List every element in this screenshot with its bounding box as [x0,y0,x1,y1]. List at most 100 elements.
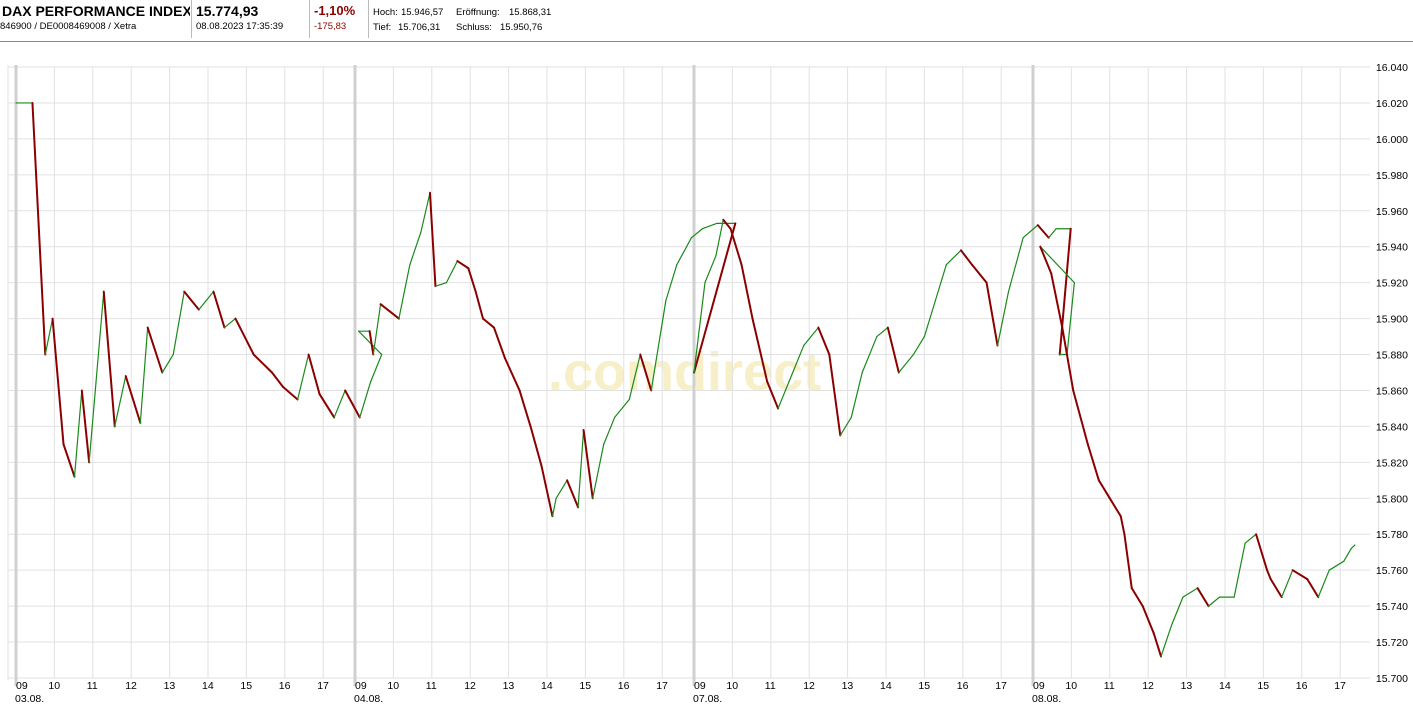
price-segment [959,249,973,266]
price-segment [1086,443,1100,482]
price-segment [934,264,947,302]
price-segment [1317,569,1330,598]
x-tick-hour: 14 [541,680,553,692]
price-segment [555,479,568,499]
price-segment [1039,246,1075,284]
price-segment [1058,227,1072,356]
price-segment [503,357,521,392]
low-label: Tief: [373,22,392,33]
open-label: Eröffnung: [456,7,500,18]
y-tick-label: 15.960 [1376,206,1408,218]
price-cell: 15.774,93 08.08.2023 17:35:39 [193,0,308,41]
x-tick-hour: 16 [957,680,969,692]
x-tick-hour: 14 [880,680,892,692]
price-segment [1066,282,1075,356]
x-tick-hour: 16 [1296,680,1308,692]
price-segment [551,497,557,517]
price-segment [839,416,852,436]
y-tick-label: 15.720 [1376,637,1408,649]
price-segment [1350,544,1356,550]
price-segment [1152,632,1162,658]
price-segment [1182,587,1199,598]
price-segment [1291,569,1309,581]
x-tick-hour: 10 [726,680,738,692]
price-segment [582,429,594,500]
price-segment [861,335,878,374]
x-tick-hour: 09 [694,680,706,692]
y-tick-label: 15.700 [1376,673,1408,685]
x-tick-hour: 12 [464,680,476,692]
price-segment [124,375,142,424]
price-segment [252,353,273,374]
price-segment [740,263,754,320]
y-tick-label: 15.880 [1376,350,1408,362]
x-tick-date: 08.08. [1032,693,1061,705]
price-segment [817,326,831,356]
price-segment [1048,228,1057,239]
price-segment [146,326,164,374]
price-segment [996,291,1010,347]
price-segment [803,326,819,347]
price-segment [715,219,724,257]
price-segment [1255,533,1269,572]
price-segment [372,303,382,356]
price-segment [704,255,717,284]
price-segment [234,317,255,356]
x-tick-date: 04.08. [354,693,383,705]
price-segment [1022,224,1039,239]
price-segment [923,300,936,338]
price-segment [898,353,915,374]
y-tick-label: 15.980 [1376,170,1408,182]
price-segment [1196,587,1210,608]
price-segment [1036,224,1050,239]
price-segment [409,231,422,266]
x-tick-hour: 13 [503,680,515,692]
y-tick-label: 15.920 [1376,278,1408,290]
price-segment [212,290,226,329]
price-segment [467,267,477,293]
y-axis: 16.040 16.020 16.000 15.980 15.960 15.940 15.9… [1376,62,1408,685]
price-segment [456,260,470,270]
price-segment [44,317,54,356]
chart-grid [7,65,1380,686]
price-segment [172,291,185,356]
price-segment [1269,578,1283,599]
x-tick-hour: 11 [1104,680,1115,692]
price-segment [1306,578,1320,599]
price-segment [886,326,900,374]
stats-cell: Hoch: 15.946,57 Eröffnung: 15.868,31 Tie… [370,0,600,41]
price-segment [102,290,116,428]
price-segment [729,227,743,266]
price-segment [777,380,790,410]
price-segment [603,416,616,445]
x-tick-hour: 16 [279,680,291,692]
price-segment [828,353,842,437]
price-segment [51,317,65,446]
price-segment [540,464,554,518]
price-segment [518,389,532,428]
x-tick-hour: 14 [202,680,214,692]
price-segment [482,317,495,329]
high-label: Hoch: [373,7,398,18]
x-tick-hour: 10 [48,680,60,692]
close-label: Schluss: [456,22,492,33]
y-tick-label: 15.820 [1376,457,1408,469]
x-tick-hour: 17 [1334,680,1346,692]
price-segment [1141,605,1155,635]
price-segment [114,375,127,428]
price-segment [445,260,458,284]
x-tick-date: 03.08. [15,693,44,705]
price-segment [701,222,718,230]
price-segment [31,101,47,356]
price-segment [577,429,585,508]
price-segment [1108,497,1122,518]
price-segment [223,317,237,329]
price-segment [1119,515,1126,536]
change-absolute: -175,83 [314,21,347,32]
x-tick-hour: 15 [579,680,591,692]
x-tick-hour: 09 [16,680,28,692]
x-tick-hour: 15 [1257,680,1269,692]
price-segment [420,192,431,233]
x-tick-hour: 11 [426,680,437,692]
close-value: 15.950,76 [500,22,543,33]
